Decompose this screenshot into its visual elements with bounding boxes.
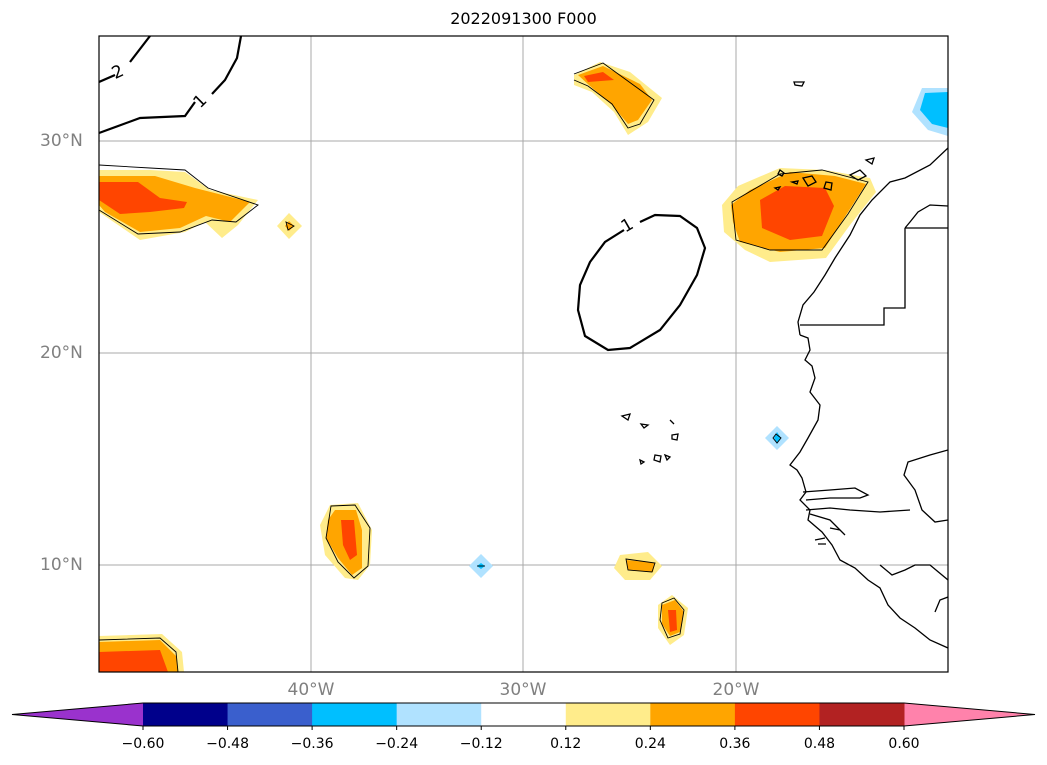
coastlines bbox=[620, 81, 948, 649]
lon-label: 20°W bbox=[712, 680, 760, 700]
lat-label: 20°N bbox=[40, 343, 83, 363]
colorbar-tick-label: −0.12 bbox=[459, 736, 503, 752]
gridlines bbox=[99, 36, 948, 672]
colorbar-segment bbox=[734, 703, 820, 726]
colorbar-extend-low bbox=[12, 703, 143, 726]
colorbar-tick-label: −0.60 bbox=[121, 736, 165, 752]
lon-label: 40°W bbox=[287, 680, 335, 700]
colorbar-segment bbox=[143, 703, 229, 726]
lon-label: 30°W bbox=[499, 680, 547, 700]
colorbar-segment bbox=[396, 703, 482, 726]
colorbar-segment bbox=[650, 703, 736, 726]
colorbar-tick-label: −0.24 bbox=[375, 736, 419, 752]
colorbar-tick-label: 0.24 bbox=[634, 736, 666, 752]
colorbar-tick-label: 0.48 bbox=[803, 736, 836, 752]
colorbar-segment bbox=[819, 703, 905, 726]
lat-label: 10°N bbox=[40, 555, 83, 575]
map-title: 2022091300 F000 bbox=[450, 9, 597, 28]
colorbar-segment bbox=[312, 703, 398, 726]
colorbar-segment bbox=[227, 703, 313, 726]
lat-label: 30°N bbox=[40, 131, 83, 151]
fill-outlines bbox=[99, 62, 869, 672]
colorbar-tick-label: −0.48 bbox=[206, 736, 249, 752]
colorbar-segment bbox=[481, 703, 567, 726]
contour-lines bbox=[99, 36, 707, 352]
plot-frame bbox=[98, 35, 949, 673]
anomaly-fills bbox=[99, 62, 948, 672]
colorbar-tick-label: −0.36 bbox=[290, 736, 334, 752]
colorbar-tick-label: 0.12 bbox=[550, 736, 582, 752]
colorbar-segment bbox=[565, 703, 651, 726]
colorbar-extend-high bbox=[904, 703, 1035, 726]
colorbar bbox=[11, 702, 1036, 730]
colorbar-tick-label: 0.36 bbox=[719, 736, 751, 752]
colorbar-tick-label: 0.60 bbox=[888, 736, 920, 752]
